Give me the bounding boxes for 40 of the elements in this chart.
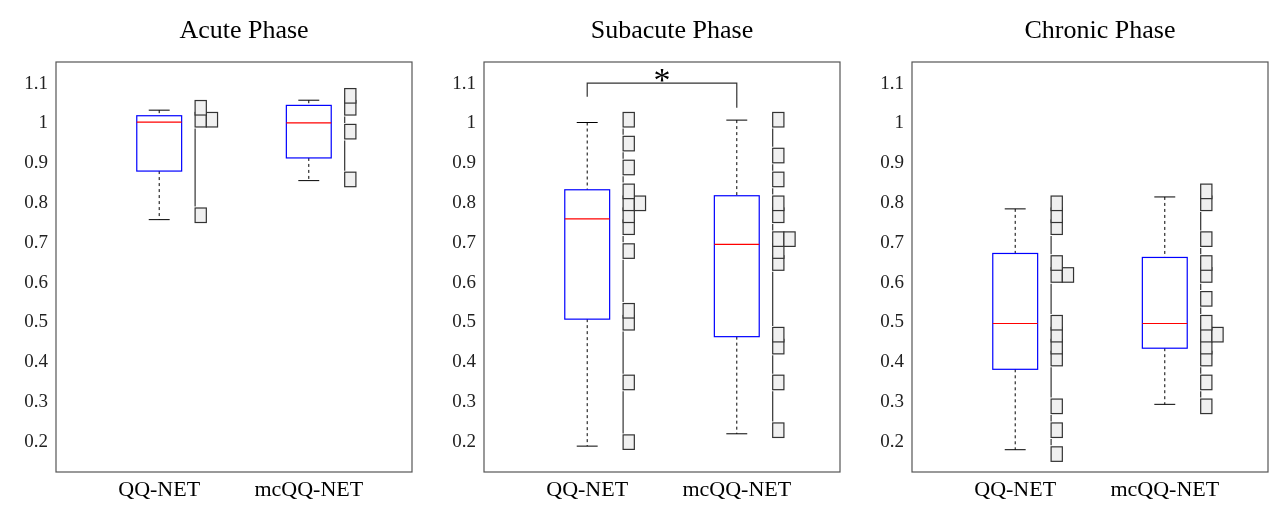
y-tick-label: 0.4 xyxy=(452,350,477,372)
y-tick-label: 0.9 xyxy=(880,151,904,173)
y-tick-label: 0.2 xyxy=(880,429,904,451)
y-tick-label: 0.6 xyxy=(24,270,48,292)
y-tick-label: 0.6 xyxy=(880,270,904,292)
y-tick-label: 0.4 xyxy=(880,350,905,372)
y-tick-label: 0.7 xyxy=(880,230,904,252)
x-tick-label: mcQQ-NET xyxy=(254,475,364,501)
y-tick-label: 0.5 xyxy=(452,310,476,332)
y-tick-label: 0.2 xyxy=(452,429,476,451)
y-tick-label: 0.3 xyxy=(452,390,476,412)
x-tick-label: QQ-NET xyxy=(118,475,201,501)
y-tick-label: 0.6 xyxy=(452,270,476,292)
x-tick-label: mcQQ-NET xyxy=(682,475,792,501)
y-tick-label: 1 xyxy=(466,111,476,133)
y-tick-label: 1 xyxy=(38,111,48,133)
annotation: * xyxy=(653,61,671,99)
y-tick-label: 0.5 xyxy=(880,310,904,332)
y-tick-label: 0.9 xyxy=(452,151,476,173)
x-tick-label: mcQQ-NET xyxy=(1110,475,1220,501)
chart-title: Subacute Phase xyxy=(589,14,755,46)
y-tick-label: 1.1 xyxy=(880,71,904,93)
chart-title: Acute Phase xyxy=(178,14,310,46)
x-tick-label: QQ-NET xyxy=(974,475,1057,501)
y-tick-label: 0.3 xyxy=(880,390,904,412)
y-tick-label: 0.9 xyxy=(24,151,48,173)
chart-title: Chronic Phase xyxy=(1023,14,1177,46)
y-tick-label: 0.7 xyxy=(452,230,476,252)
y-tick-label: 1.1 xyxy=(24,71,48,93)
y-tick-label: 0.5 xyxy=(24,310,48,332)
x-tick-label: QQ-NET xyxy=(546,475,629,501)
y-tick-label: 0.4 xyxy=(24,350,49,372)
y-tick-label: 0.2 xyxy=(24,429,48,451)
y-tick-label: 1.1 xyxy=(452,71,476,93)
y-tick-label: 0.3 xyxy=(24,390,48,412)
y-tick-label: 0.8 xyxy=(24,191,48,213)
y-tick-label: 1 xyxy=(894,111,904,133)
y-tick-label: 0.7 xyxy=(24,230,48,252)
y-tick-label: 0.8 xyxy=(880,191,904,213)
y-tick-label: 0.8 xyxy=(452,191,476,213)
